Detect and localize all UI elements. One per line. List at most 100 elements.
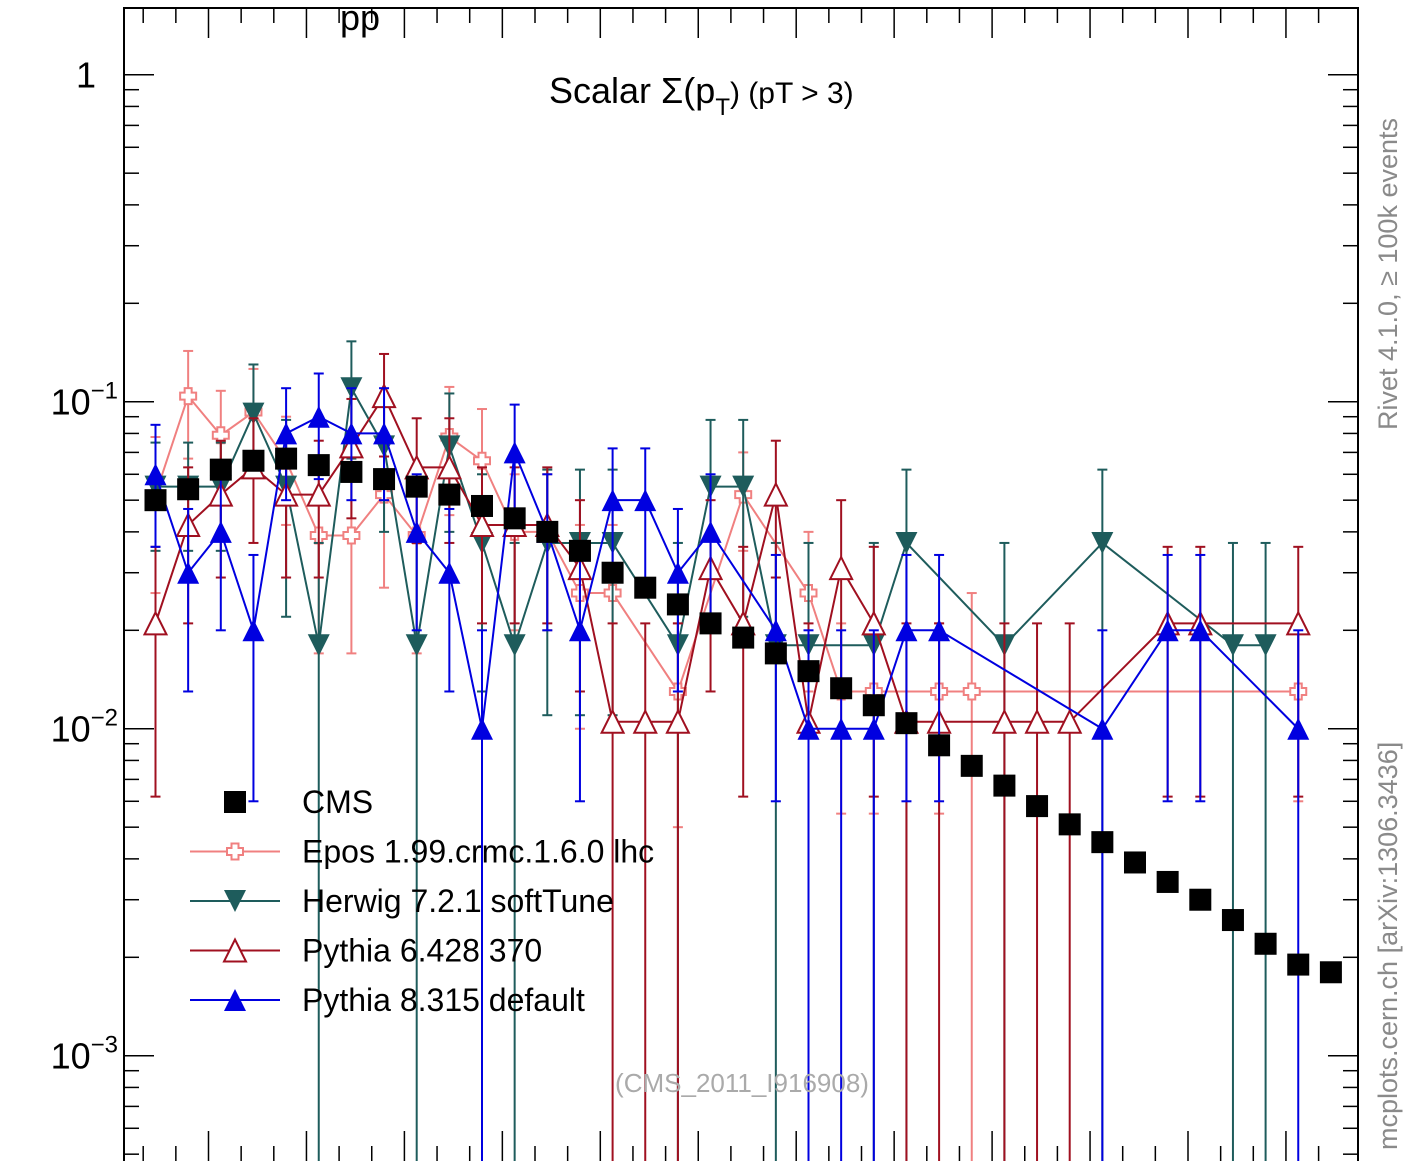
data-point [373, 422, 396, 445]
data-point [797, 660, 820, 683]
data-point [632, 708, 658, 734]
data-point [1254, 634, 1277, 657]
legend-entry-herwig-7-2-1-softtune: Herwig 7.2.1 softTune [190, 883, 614, 919]
data-point [1221, 909, 1244, 932]
chart-title-suffix: ) (pT > 3) [730, 77, 854, 110]
data-point [928, 734, 951, 757]
x-axis [142, 8, 1320, 1161]
data-point [732, 475, 755, 498]
data-point [503, 507, 526, 530]
y-tick-exponent: −3 [91, 1032, 118, 1059]
series-line [154, 394, 1299, 694]
chart-title-sub: T [715, 94, 730, 121]
data-point [830, 717, 853, 740]
data-point [307, 634, 330, 657]
analysis-watermark: (CMS_2011_I916908) [615, 1068, 869, 1098]
legend-marker [224, 791, 246, 813]
data-point [763, 481, 789, 507]
data-point [960, 754, 983, 777]
data-point [1287, 717, 1310, 740]
data-point [179, 387, 198, 406]
data-point [144, 489, 167, 512]
data-point [471, 494, 493, 517]
data-point [1091, 717, 1114, 740]
data-point [1156, 870, 1179, 893]
data-point [144, 463, 167, 486]
data-point [405, 520, 428, 543]
data-point [962, 682, 981, 701]
data-point [568, 619, 591, 642]
data-point [1319, 961, 1342, 984]
data-point [993, 774, 1016, 797]
legend-label: Pythia 8.315 default [302, 982, 585, 1018]
y-tick-label: 10−2 [51, 705, 118, 750]
legend-label: Epos 1.99.crmc.1.6.0 lhc [302, 834, 654, 870]
data-point [307, 405, 330, 428]
data-point [928, 619, 951, 642]
data-point [436, 454, 462, 480]
data-point [469, 511, 495, 537]
data-point [1024, 708, 1050, 734]
data-point [1221, 634, 1244, 657]
legend-entry-cms: CMS [224, 784, 373, 820]
legend-entry-epos-1-99-crmc-1-6-0-lhc: Epos 1.99.crmc.1.6.0 lhc [190, 834, 654, 870]
data-point [764, 642, 787, 665]
data-point [699, 612, 722, 635]
data-point [177, 478, 200, 501]
data-point [666, 561, 689, 584]
data-point [1189, 888, 1212, 911]
legend: CMS Epos 1.99.crmc.1.6.0 lhc Herwig 7.2.1 … [190, 784, 654, 1018]
data-point [601, 561, 624, 584]
data-point [242, 449, 265, 472]
data-point [895, 531, 918, 554]
series-line [154, 394, 1299, 723]
data-point [242, 619, 265, 642]
y-axis: 110−110−210−3 [51, 55, 1358, 1155]
data-point [797, 717, 820, 740]
data-point [1124, 851, 1146, 874]
plot-border [123, 7, 1359, 1161]
data-point [242, 402, 265, 425]
data-point [862, 717, 885, 740]
data-point [275, 422, 298, 445]
y-tick-exponent: −2 [91, 705, 118, 732]
data-point [862, 694, 885, 717]
data-point [209, 520, 232, 543]
data-point [209, 458, 232, 481]
data-point [536, 520, 559, 543]
data-point [634, 576, 657, 599]
y-tick-label: 10−1 [51, 378, 118, 423]
data-point [438, 561, 461, 584]
series-line [155, 385, 1266, 649]
data-point [830, 677, 853, 700]
data-point [473, 451, 491, 470]
chart-title-prefix: Scalar Σ(p [549, 70, 715, 111]
data-point [699, 520, 722, 543]
data-point [991, 708, 1018, 734]
mcplots-source-label: mcplots.cern.ch [arXiv:1306.3436] [1373, 742, 1403, 1150]
legend-entry-pythia-8-315-default: Pythia 8.315 default [190, 982, 585, 1018]
data-point [307, 454, 330, 477]
data-point [828, 554, 854, 581]
data-point [732, 626, 755, 649]
data-point [1057, 708, 1083, 734]
data-point [405, 634, 428, 657]
legend-marker [222, 937, 248, 963]
data-point [342, 526, 361, 545]
series-line [154, 415, 1299, 731]
data-point [177, 561, 200, 584]
data-point [895, 712, 918, 735]
top-title-fragment: pp [340, 0, 380, 38]
series-layer [142, 340, 1342, 1161]
chart-title: Scalar Σ(pT) (pT > 3) [549, 70, 854, 121]
data-point [1091, 831, 1114, 854]
data-point [340, 460, 363, 483]
data-point [340, 422, 363, 445]
data-point [1058, 813, 1081, 836]
y-tick-label: 10−3 [51, 1032, 118, 1077]
plot-frame [123, 7, 1359, 1161]
legend-label: CMS [302, 784, 373, 820]
legend-label: Pythia 6.428 370 [302, 933, 542, 969]
data-point [895, 619, 918, 642]
